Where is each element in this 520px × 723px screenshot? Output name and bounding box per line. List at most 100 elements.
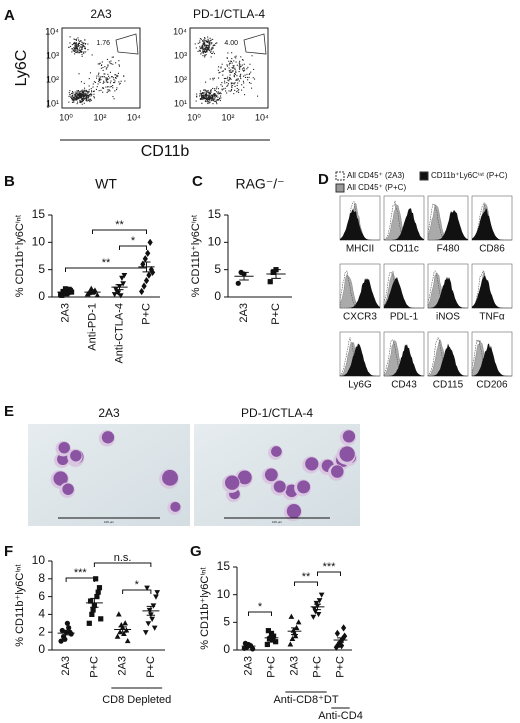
flow-event (227, 83, 229, 85)
y-tick-label: 5 (38, 262, 45, 276)
flow-event (91, 91, 93, 93)
flow-event (82, 45, 84, 47)
data-point (318, 592, 325, 598)
category-label: 2A3 (59, 303, 71, 323)
data-point (289, 635, 296, 642)
x-tick-label: 10⁴ (255, 112, 269, 122)
flow-event (103, 73, 105, 75)
flow-event (209, 93, 211, 95)
flow-event (234, 89, 236, 91)
flow-event (76, 95, 78, 97)
category-label: P+C (145, 656, 157, 678)
flow-event (234, 56, 236, 58)
data-point (117, 293, 124, 299)
flow-event (252, 77, 254, 79)
flow-event (78, 52, 80, 54)
flow-event (80, 51, 82, 53)
flow-event (82, 98, 84, 100)
sem-bar (61, 290, 70, 294)
flow-event (91, 94, 93, 96)
data-point (311, 606, 318, 612)
flow-event (208, 45, 210, 47)
group-label: Anti-CD4 (318, 710, 363, 722)
flow-event (89, 99, 91, 101)
flow-event (107, 73, 109, 75)
flow-event (74, 48, 76, 50)
flow-event (100, 79, 102, 81)
flow-event (117, 75, 119, 77)
flow-event (215, 95, 217, 97)
flow-event (118, 65, 120, 67)
significance-bracket (248, 611, 272, 616)
flow-event (254, 78, 256, 80)
panel-letter: C (192, 173, 203, 190)
flow-event (112, 87, 114, 89)
flow-event (209, 51, 211, 53)
histogram-label: CD115 (433, 380, 464, 391)
flow-event (204, 55, 206, 57)
flow-event (80, 40, 82, 42)
y-tick-label: 10⁴ (45, 26, 59, 36)
flow-event (203, 50, 205, 52)
flow-event (81, 44, 83, 46)
cell-nucleus (53, 471, 68, 486)
sample-label: 2A3 (90, 7, 112, 21)
flow-event (211, 98, 213, 100)
flow-event (86, 94, 88, 96)
flow-event (248, 73, 250, 75)
flow-event (79, 95, 81, 97)
scale-bar-label: 100 μm (272, 520, 283, 524)
flow-event (208, 44, 210, 46)
flow-event (226, 82, 228, 84)
flow-event (208, 94, 210, 96)
flow-event (224, 87, 226, 89)
data-point (310, 614, 317, 620)
flow-event (228, 64, 230, 66)
flow-event (206, 95, 208, 97)
flow-event (112, 85, 114, 87)
flow-event (97, 73, 99, 75)
flow-event (93, 90, 95, 92)
data-point (145, 621, 152, 627)
flow-event (203, 95, 205, 97)
histogram-cd11b (472, 343, 512, 376)
data-point (333, 643, 339, 651)
flow-event (80, 100, 82, 102)
flow-event (240, 73, 242, 75)
flow-event (212, 94, 214, 96)
flow-event (73, 100, 75, 102)
y-axis-label: % CD11b⁺ly6Cⁱⁿᵗ (190, 214, 202, 297)
flow-event (82, 91, 84, 93)
cell-nucleus (170, 501, 181, 512)
flow-event (196, 95, 198, 97)
flow-event (72, 48, 74, 50)
flow-event (75, 46, 77, 48)
flow-event (81, 55, 83, 57)
flow-event (76, 103, 78, 105)
flow-event (107, 86, 109, 88)
flow-event (84, 95, 86, 97)
flow-event (236, 84, 238, 86)
flow-event (81, 90, 83, 92)
flow-event (90, 88, 92, 90)
flow-event (90, 99, 92, 101)
flow-event (206, 48, 208, 50)
sample-label: PD-1/CTLA-4 (241, 406, 313, 420)
flow-event (116, 89, 118, 91)
category-label: Anti-PD-1 (86, 303, 98, 351)
data-point (59, 292, 65, 298)
flow-event (202, 49, 204, 51)
flow-event (195, 100, 197, 102)
flow-event (76, 50, 78, 52)
flow-event (73, 99, 75, 101)
sem-bar (118, 626, 127, 633)
flow-event (234, 82, 236, 84)
histogram-label: Ly6G (348, 380, 372, 391)
flow-event (206, 95, 208, 97)
flow-event (230, 69, 232, 71)
y-tick-label: 2 (38, 624, 45, 638)
flow-event (214, 93, 216, 95)
data-point (269, 637, 276, 643)
flow-event (200, 38, 202, 40)
flow-event (83, 45, 85, 47)
